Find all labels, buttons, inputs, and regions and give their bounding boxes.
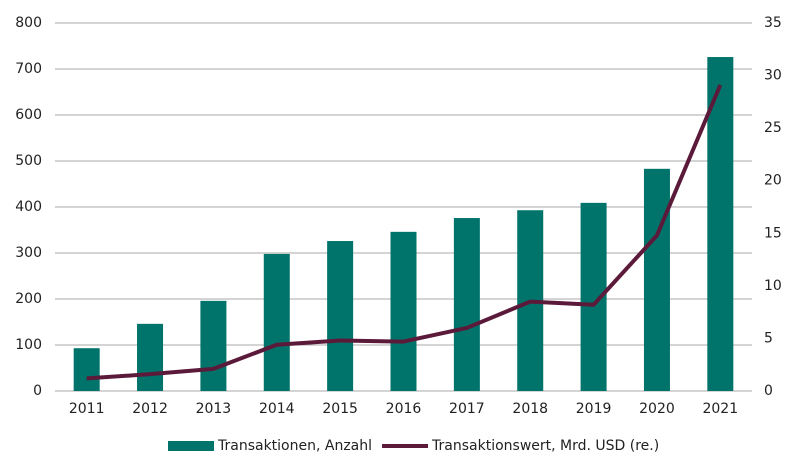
y2-tick-label: 0 (764, 383, 773, 399)
y2-tick-label: 15 (764, 225, 782, 241)
y2-tick-label: 10 (764, 278, 782, 294)
bar (200, 300, 227, 391)
x-tick-label: 2011 (69, 401, 105, 417)
legend-label: Transaktionen, Anzahl (217, 438, 372, 454)
bar (73, 348, 100, 391)
y-tick-label: 700 (15, 61, 42, 77)
y-tick-label: 400 (15, 199, 42, 215)
x-tick-label: 2021 (702, 401, 738, 417)
x-tick-label: 2012 (132, 401, 168, 417)
y-tick-label: 600 (15, 107, 42, 123)
x-tick-label: 2020 (639, 401, 675, 417)
x-tick-label: 2017 (449, 401, 485, 417)
x-tick-label: 2019 (576, 401, 612, 417)
y2-tick-label: 30 (764, 68, 782, 84)
y-tick-label: 100 (15, 337, 42, 353)
line (86, 84, 723, 381)
y-tick-label: 800 (15, 15, 42, 31)
y2-tick-label: 35 (764, 15, 782, 31)
bar (137, 323, 164, 391)
y-tick-label: 0 (33, 383, 42, 399)
x-tick-label: 2015 (322, 401, 358, 417)
y2-tick-label: 25 (764, 120, 782, 136)
bar (453, 218, 480, 391)
y2-tick-label: 20 (764, 173, 782, 189)
bar (390, 231, 417, 391)
bar (327, 241, 354, 391)
x-tick-label: 2018 (512, 401, 548, 417)
bar (707, 57, 734, 391)
x-tick-label: 2014 (259, 401, 295, 417)
legend-label: Transaktionswert, Mrd. USD (re.) (431, 438, 659, 454)
bar (643, 168, 670, 391)
x-tick-label: 2013 (196, 401, 232, 417)
legend-swatch (168, 441, 214, 451)
y-tick-label: 500 (15, 153, 42, 169)
y-tick-label: 200 (15, 291, 42, 307)
y2-tick-label: 5 (764, 330, 773, 346)
x-tick-label: 2016 (386, 401, 422, 417)
y-tick-label: 300 (15, 245, 42, 261)
bar (263, 253, 290, 391)
